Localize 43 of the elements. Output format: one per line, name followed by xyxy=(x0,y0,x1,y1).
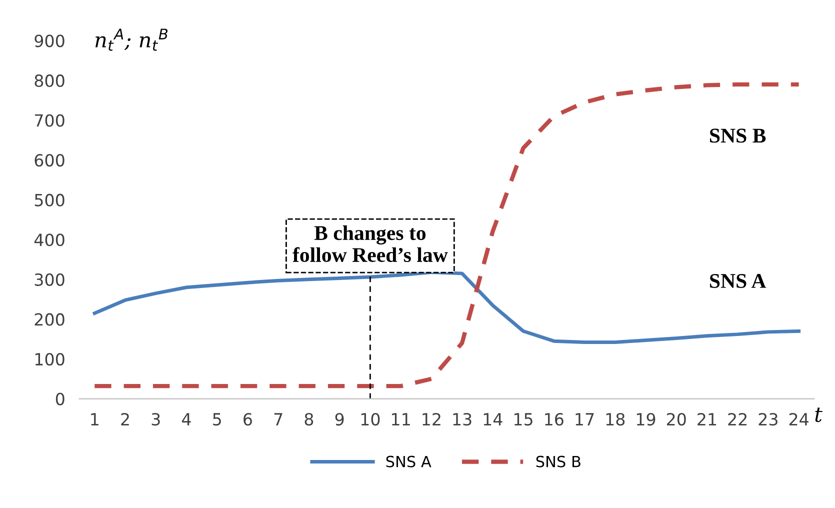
y-tick-label: 600 xyxy=(34,154,64,167)
x-tick-label: 19 xyxy=(636,412,656,426)
y-tick-label: 0 xyxy=(56,392,64,406)
x-tick-label: 7 xyxy=(274,413,282,426)
x-tick-label: 6 xyxy=(244,412,252,426)
x-tick-label: 13 xyxy=(453,412,472,426)
x-tick-label: 17 xyxy=(576,413,594,426)
x-tick-label: 9 xyxy=(335,412,344,426)
y-tick-label: 300 xyxy=(34,273,64,286)
x-tick-label: 2 xyxy=(121,412,129,426)
x-tick-label: 11 xyxy=(392,413,410,426)
x-tick-label: 3 xyxy=(152,412,160,426)
x-tick-label: 20 xyxy=(666,412,686,426)
y-tick-label: 400 xyxy=(34,234,64,246)
y-tick-label: 500 xyxy=(34,194,64,206)
x-axis-title: t xyxy=(815,408,823,422)
x-tick-label: 22 xyxy=(728,412,747,426)
text: SNS A xyxy=(710,274,766,288)
x-tick-label: 15 xyxy=(514,413,532,426)
ref-line-label: B changes to follow Reed’s law xyxy=(292,225,448,262)
x-tick-label: 8 xyxy=(304,412,314,426)
x-tick-label: 10 xyxy=(361,412,380,426)
legend-label: SNS B xyxy=(536,456,580,468)
x-tick-label: 14 xyxy=(484,413,502,426)
x-tick-label: 1 xyxy=(91,413,98,426)
x-tick-label: 12 xyxy=(422,412,440,426)
y-tick-label: 200 xyxy=(34,313,64,326)
text: SNS B xyxy=(710,128,766,143)
x-tick-label: 21 xyxy=(698,412,716,426)
y-tick-label: 100 xyxy=(35,352,64,366)
line-series xyxy=(92,270,801,344)
x-tick-label: 16 xyxy=(545,412,564,426)
x-tick-label: 24 xyxy=(789,412,808,426)
y-axis-title: n$_{t}$$^{A}$; n$_{t}$$^{B}$ xyxy=(95,28,168,51)
x-tick-label: 18 xyxy=(606,412,625,426)
x-tick-label: 23 xyxy=(758,412,778,426)
legend-label: SNS A xyxy=(386,456,432,468)
y-tick-label: 700 xyxy=(34,114,64,127)
y-tick-label: 800 xyxy=(34,74,64,87)
x-tick-label: 5 xyxy=(213,413,221,426)
line-series xyxy=(92,82,801,388)
x-tick-label: 4 xyxy=(182,413,191,426)
y-tick-label: 900 xyxy=(34,34,64,48)
